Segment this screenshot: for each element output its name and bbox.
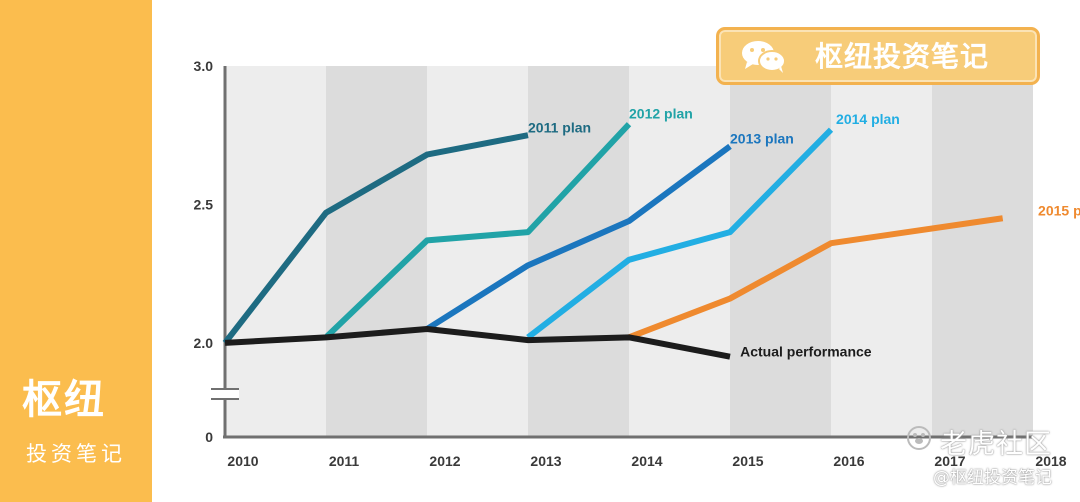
- x-tick-label: 2014: [631, 453, 662, 469]
- plot-band-2011: [326, 66, 427, 437]
- watermark-handle: @枢纽投资笔记: [933, 468, 1052, 488]
- brand-badge: 枢纽投资笔记: [716, 27, 1040, 85]
- plot-band-2014: [629, 66, 730, 437]
- x-tick-label: 2015: [732, 453, 763, 469]
- plot-band-2016: [831, 66, 932, 437]
- wechat-icon: [742, 41, 786, 73]
- x-tick-label: 2011: [329, 453, 360, 469]
- annotation-2012-plan: 2012 plan: [629, 106, 693, 122]
- annotation-2014-plan: 2014 plan: [836, 111, 900, 127]
- series-line-2014-plan: [526, 127, 834, 340]
- series-line-2013-plan: [425, 143, 732, 332]
- sidebar-subtitle: 投资笔记: [26, 442, 126, 466]
- y-tick-label: 3.0: [194, 58, 214, 74]
- y-tick-label: 2.0: [194, 335, 214, 351]
- x-tick-label: 2010: [227, 453, 258, 469]
- x-tick-label: 2013: [530, 453, 561, 469]
- plot-band-2012: [427, 66, 528, 437]
- y-tick-label: 0: [205, 429, 213, 445]
- sidebar-title: 枢纽: [22, 376, 106, 423]
- annotation-2015-plan: 2015 plan: [1038, 203, 1080, 219]
- annotation-2011-plan: 2011 plan: [528, 119, 591, 135]
- sidebar-panel: 枢纽 投资笔记: [0, 0, 152, 502]
- series-line-2015-plan: [627, 215, 1004, 341]
- annotation-actual-performance: Actual performance: [740, 344, 872, 360]
- plot-band-2017: [932, 66, 1033, 437]
- x-tick-label: 2012: [429, 453, 460, 469]
- plot-band-2010: [225, 66, 326, 437]
- brand-text: 枢纽投资笔记: [815, 40, 990, 73]
- series-line-actual-performance: [224, 326, 731, 360]
- tiger-paw-icon: [907, 426, 931, 450]
- x-tick-label: 2018: [1035, 453, 1066, 469]
- axis-break-gap: [211, 389, 239, 399]
- plot-band-2013: [528, 66, 629, 437]
- annotation-2013-plan: 2013 plan: [730, 131, 794, 147]
- x-tick-label: 2016: [833, 453, 864, 469]
- watermark-community: 老虎社区: [940, 429, 1052, 460]
- series-line-2011-plan: [222, 132, 529, 345]
- y-tick-label: 2.5: [194, 196, 214, 212]
- series-line-2012-plan: [323, 122, 632, 340]
- x-tick-label: 2017: [934, 453, 965, 469]
